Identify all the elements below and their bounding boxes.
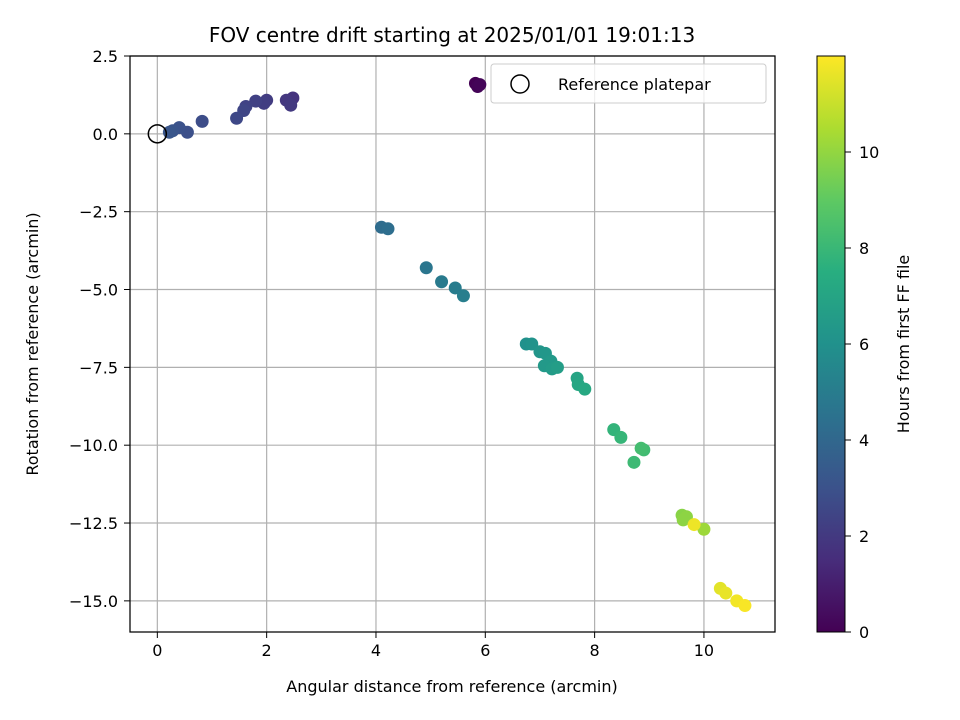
scatter-points: [162, 76, 752, 613]
legend-entry-reference: Reference platepar: [558, 75, 711, 94]
data-point: [195, 114, 209, 128]
data-point: [448, 281, 462, 295]
x-tick-label: 2: [262, 641, 272, 660]
y-tick-label: 2.5: [93, 47, 118, 66]
data-point: [634, 441, 648, 455]
data-point: [627, 455, 641, 469]
x-tick-label: 4: [371, 641, 381, 660]
colorbar-tick-label: 2: [859, 527, 869, 546]
chart-title: FOV centre drift starting at 2025/01/01 …: [209, 23, 695, 47]
data-point: [435, 275, 449, 289]
y-tick-label: −15.0: [69, 592, 118, 611]
data-point: [230, 111, 244, 125]
x-axis-ticks: 0 2 4 6 8 10: [152, 632, 714, 660]
plot-area: [129, 55, 776, 633]
colorbar-tick-label: 10: [859, 143, 879, 162]
data-point: [249, 94, 263, 108]
data-point: [738, 599, 752, 613]
y-axis-ticks: 2.5 0.0 −2.5 −5.0 −7.5 −10.0 −12.5 −15.0: [69, 47, 130, 611]
data-point: [419, 261, 433, 275]
x-tick-label: 8: [590, 641, 600, 660]
data-point: [697, 522, 711, 536]
y-tick-label: −12.5: [69, 514, 118, 533]
x-tick-label: 0: [152, 641, 162, 660]
data-point: [473, 78, 487, 92]
data-point: [578, 382, 592, 396]
legend-reference-marker: [510, 74, 530, 94]
y-tick-label: 0.0: [93, 125, 118, 144]
data-point: [719, 586, 733, 600]
colorbar-ticks: 0 2 4 6 8 10: [845, 143, 879, 642]
legend: Reference platepar: [490, 63, 767, 104]
reference-marker: [147, 124, 168, 144]
data-point: [550, 360, 564, 374]
data-point: [456, 289, 470, 303]
y-tick-label: −2.5: [79, 203, 118, 222]
data-point: [381, 222, 395, 236]
colorbar-tick-label: 6: [859, 335, 869, 354]
data-point: [284, 98, 298, 112]
data-point: [525, 337, 539, 351]
y-axis-label: Rotation from reference (arcmin): [23, 212, 42, 475]
legend-box: [490, 63, 767, 104]
colorbar-label: Hours from first FF file: [894, 255, 913, 434]
colorbar-gradient: [816, 55, 846, 633]
y-tick-label: −7.5: [79, 358, 118, 377]
y-tick-label: −5.0: [79, 281, 118, 300]
data-point: [614, 430, 628, 444]
x-tick-label: 10: [694, 641, 714, 660]
colorbar: 0 2 4 6 8 10 Hours from first FF file: [816, 55, 913, 642]
grid: [130, 55, 775, 632]
colorbar-tick-label: 4: [859, 431, 869, 450]
x-tick-label: 6: [480, 641, 490, 660]
x-axis-label: Angular distance from reference (arcmin): [286, 677, 617, 696]
colorbar-tick-label: 8: [859, 239, 869, 258]
colorbar-tick-label: 0: [859, 623, 869, 642]
data-point: [687, 518, 701, 532]
data-point: [676, 513, 690, 527]
y-tick-label: −10.0: [69, 436, 118, 455]
